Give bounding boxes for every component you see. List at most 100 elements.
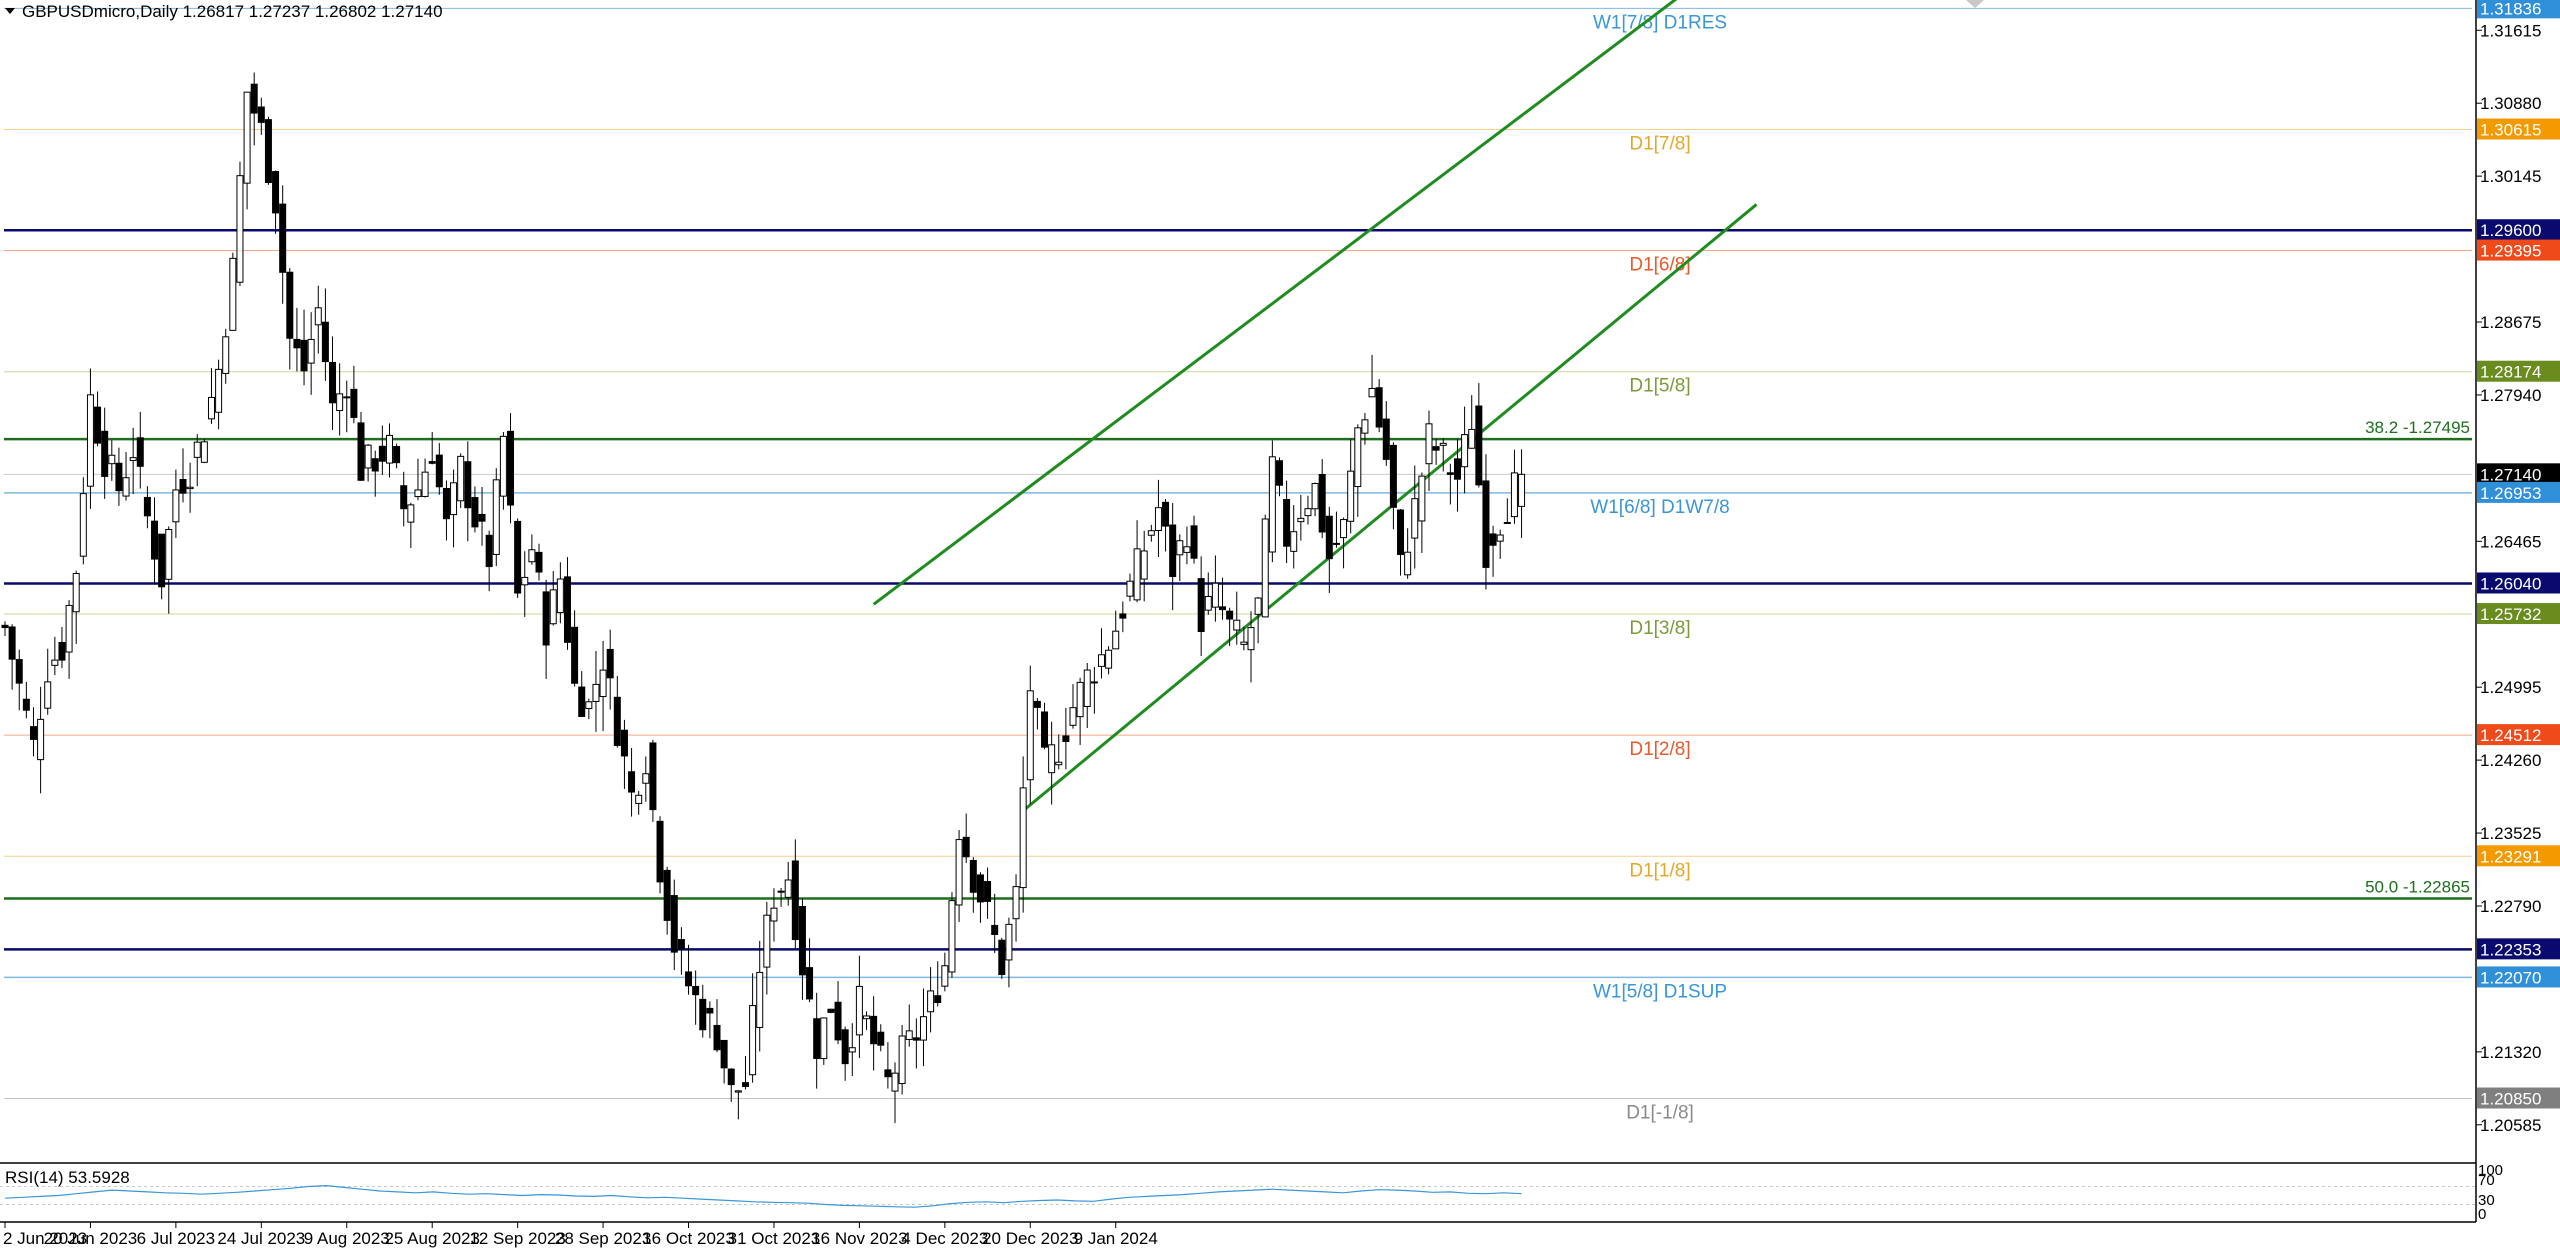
candle-body [507,430,515,506]
candle-body [72,572,80,613]
candle-body [585,701,593,710]
candle-body [1439,442,1447,446]
candle-body [314,307,322,326]
candle-body [563,576,571,643]
candle-body [1318,474,1326,533]
candle-body [1425,423,1433,465]
candle-body [898,1035,906,1085]
price-tag [2477,1087,2560,1109]
candle-body [207,396,215,420]
candle-body [1518,473,1526,507]
candle-body [200,441,208,463]
candle-body [578,686,586,717]
price-tag-label: 1.27140 [2480,465,2541,484]
candle-body [976,874,984,903]
y-tick-label: 1.24995 [2480,678,2541,697]
candle-body [101,430,109,477]
dropdown-triangle-icon[interactable] [5,8,15,14]
candle-body [250,83,258,114]
candle-body [791,860,799,941]
candle-body [542,591,550,646]
level-label: W1[5/8] D1SUP [1593,981,1727,1002]
candle-body [350,388,358,418]
candle-body [677,939,685,950]
candle-body [1268,456,1276,553]
candle-body [891,1072,899,1092]
candle-body [863,1015,871,1020]
candle-body [535,551,543,573]
candle-body [1354,427,1362,488]
price-tag-label: 1.23291 [2480,847,2541,866]
channel-line-upper [872,0,1678,606]
candle-body [1211,582,1219,608]
y-tick-label: 1.21320 [2480,1043,2541,1062]
x-tick-label: 4 Dec 2023 [901,1229,988,1248]
candle-body [670,895,678,953]
candle-body [955,839,963,906]
candle-body [1261,518,1269,618]
candle-body [1033,700,1041,708]
candle-body [1140,550,1148,580]
x-tick-label: 25 Aug 2023 [384,1229,479,1248]
candle-body [122,477,130,497]
candle-body [151,520,159,560]
candle-body [1105,649,1113,669]
candle-body [1183,546,1191,553]
candle-body [699,998,707,1031]
candle-body [741,1082,749,1087]
price-tag-label: 1.29395 [2480,242,2541,261]
candle-body [321,321,329,363]
candle-body [1083,669,1091,707]
y-tick-label: 1.28675 [2480,313,2541,332]
price-tag-label: 1.26953 [2480,484,2541,503]
candle-body [877,1031,885,1046]
price-tag-label: 1.29600 [2480,221,2541,240]
candle-body [499,435,507,497]
candle-body [450,482,458,516]
candle-body [457,455,465,502]
candle-body [1489,533,1497,546]
candle-body [1097,654,1105,667]
scroll-marker-icon [1966,0,1984,8]
candle-body [798,906,806,976]
candle-body [1418,475,1426,522]
price-tag [2477,966,2560,988]
level-label: D1[5/8] [1629,376,1690,397]
candle-body [329,361,337,404]
candle-body [1147,530,1155,536]
candle-body [720,1039,728,1069]
candle-body [1041,711,1049,748]
candle-body [215,368,223,413]
price-tag-label: 1.22353 [2480,940,2541,959]
candle-body [1240,641,1248,645]
candle-body [998,939,1006,976]
candle-body [919,1016,927,1041]
candle-body [37,718,45,761]
x-tick-label: 20 Jun 2023 [44,1229,138,1248]
x-tick-label: 16 Oct 2023 [642,1229,735,1248]
candle-body [884,1069,892,1078]
candle-body [727,1068,735,1086]
candle-body [300,339,308,372]
y-tick-label: 1.30145 [2480,167,2541,186]
candle-body [1503,521,1511,524]
candle-body [592,683,600,702]
candle-body [1496,534,1504,542]
candle-body [1176,540,1184,556]
candle-body [1197,578,1205,633]
price-tag-label: 1.30615 [2480,120,2541,139]
price-tag [2477,360,2560,382]
candle-body [15,659,23,684]
candle-body [428,461,436,464]
price-tag-label: 1.24512 [2480,726,2541,745]
candle-body [236,175,244,283]
candle-body [129,457,137,461]
price-tag [2477,463,2560,485]
candle-body [336,393,344,412]
price-tag [2477,481,2560,503]
candle-body [1290,531,1298,552]
level-label: D1[2/8] [1629,739,1690,760]
candle-body [1446,472,1454,475]
